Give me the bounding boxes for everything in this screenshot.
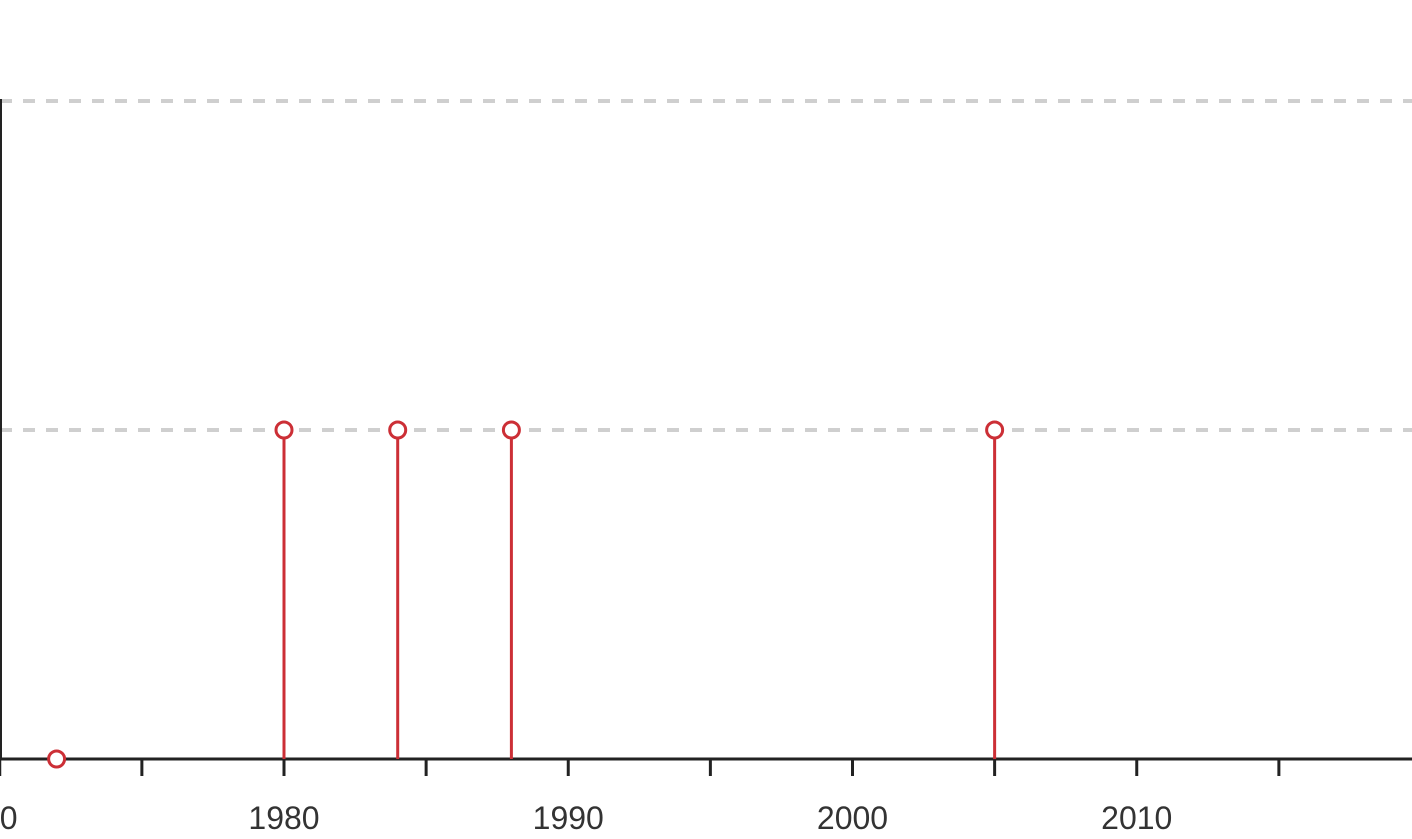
stem-marker-1 (274, 420, 294, 440)
marker-layer (47, 420, 1005, 769)
x-tick-label-2010: 2010 (1101, 800, 1172, 836)
axis-layer (0, 99, 1412, 776)
stem-marker-4 (985, 420, 1005, 440)
stem-marker-3 (501, 420, 521, 440)
x-tick-label-1980: 1980 (248, 800, 319, 836)
grid-layer (0, 99, 1412, 432)
label-layer: 70 1980 1990 2000 2010 (0, 800, 1172, 836)
x-tick-label-1970: 70 (0, 800, 18, 836)
stem-marker-0 (47, 749, 67, 769)
stem-marker-2 (388, 420, 408, 440)
x-tick-label-1990: 1990 (533, 800, 604, 836)
x-tick-label-2000: 2000 (817, 800, 888, 836)
stem-layer (282, 438, 997, 759)
